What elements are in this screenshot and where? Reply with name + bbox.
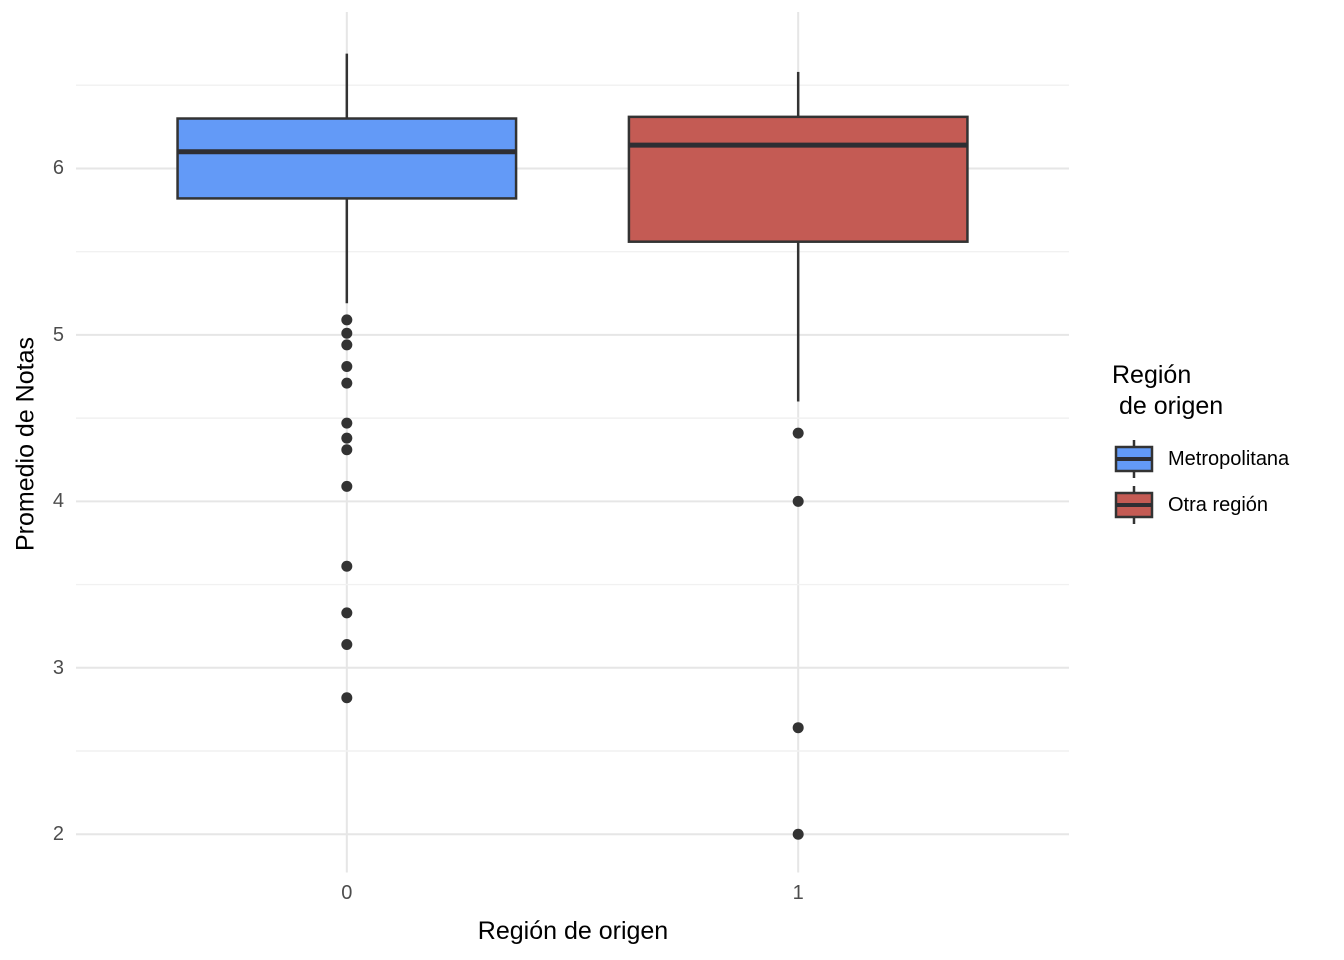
- legend-items: Metropolitana Otra región: [1112, 436, 1337, 528]
- outlier-dot-metropolitana: [341, 314, 353, 326]
- outlier-dot-metropolitana: [341, 327, 353, 339]
- outlier-dot-otra-regi-n: [792, 722, 804, 734]
- outlier-dot-otra-regi-n: [792, 427, 804, 439]
- outlier-dot-metropolitana: [341, 377, 353, 389]
- y-tick-label-5: 5: [52, 323, 64, 346]
- legend-key-boxplot-icon: [1114, 440, 1154, 478]
- outlier-dot-metropolitana: [341, 339, 353, 351]
- legend-key-boxplot-icon: [1114, 486, 1154, 524]
- y-axis-title: Promedio de Notas: [11, 336, 40, 552]
- outlier-dot-metropolitana: [341, 417, 353, 429]
- outlier-dot-metropolitana: [341, 692, 353, 704]
- x-axis-title: Región de origen: [477, 917, 669, 945]
- outlier-dot-metropolitana: [341, 480, 353, 492]
- outlier-dot-otra-regi-n: [792, 828, 804, 840]
- x-tick-label-0: 0: [341, 882, 353, 904]
- x-tick-label-1: 1: [792, 882, 804, 904]
- outlier-dot-metropolitana: [341, 607, 353, 619]
- legend-label-otra-regi-n: Otra región: [1168, 493, 1269, 516]
- legend-title: Región de origen: [1112, 360, 1337, 422]
- y-tick-label-3: 3: [52, 656, 64, 679]
- legend: Región de origen Metropolitana Otra regió…: [1112, 360, 1337, 528]
- outlier-dot-otra-regi-n: [792, 495, 804, 507]
- y-tick-label-6: 6: [52, 157, 64, 180]
- outlier-dot-metropolitana: [341, 444, 353, 456]
- legend-item-metropolitana: Metropolitana: [1112, 436, 1337, 482]
- outlier-dot-metropolitana: [341, 638, 353, 650]
- outlier-dot-metropolitana: [341, 361, 353, 373]
- y-tick-label-4: 4: [52, 490, 64, 513]
- legend-title-line1: Región: [1112, 361, 1192, 389]
- legend-label-metropolitana: Metropolitana: [1168, 447, 1290, 470]
- outlier-dot-metropolitana: [341, 560, 353, 572]
- y-tick-label-2: 2: [52, 823, 64, 846]
- legend-item-otra-regi-n: Otra región: [1112, 482, 1337, 528]
- legend-title-line2: de origen: [1112, 392, 1224, 420]
- box-metropolitana: [176, 117, 518, 200]
- outlier-dot-metropolitana: [341, 432, 353, 444]
- box-otra-regi-n: [627, 115, 969, 243]
